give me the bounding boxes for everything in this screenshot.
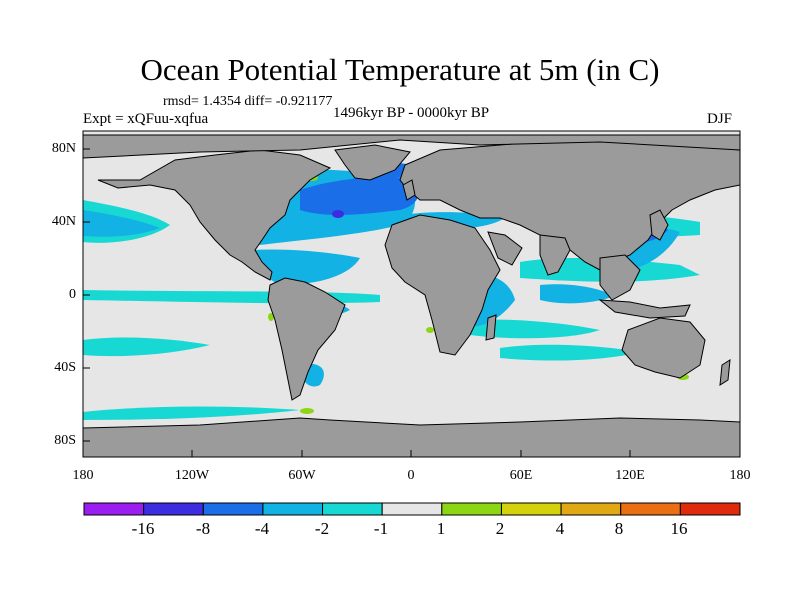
lon-label-120e: 120E xyxy=(615,468,645,483)
land-se-asia xyxy=(599,254,641,301)
lat-label-80s: 80S xyxy=(54,433,76,448)
lon-label-180e: 180 xyxy=(729,468,751,483)
lon-label-180w: 180 xyxy=(72,468,94,483)
experiment-label: Expt = xQFuu-xqfua xyxy=(83,111,209,127)
colorbar-label: -2 xyxy=(314,519,330,538)
lon-label-120w: 120W xyxy=(174,468,210,483)
lat-label-0: 0 xyxy=(69,287,76,302)
season-label: DJF xyxy=(707,111,733,127)
colorbar-swatch xyxy=(143,502,204,516)
land-south-america xyxy=(267,277,346,401)
map-layers xyxy=(83,131,740,457)
land-arctic-fringe xyxy=(83,134,740,159)
anomaly-dark-blue xyxy=(332,210,344,218)
land-madagascar xyxy=(485,314,497,341)
colorbar-label: -16 xyxy=(131,519,155,538)
land-indonesia xyxy=(598,299,691,319)
map-title: Ocean Potential Temperature at 5m (in C) xyxy=(140,52,660,87)
land-india xyxy=(539,234,571,276)
land-africa xyxy=(384,214,501,356)
colorbar-swatch xyxy=(262,502,324,516)
land-new-zealand xyxy=(719,359,731,386)
lat-label-40s: 40S xyxy=(54,360,76,375)
lon-label-0: 0 xyxy=(407,468,415,483)
colorbar-swatch xyxy=(560,502,622,516)
land-antarctica xyxy=(83,417,740,457)
land-arabia xyxy=(487,231,523,266)
colorbar-swatch xyxy=(620,502,681,516)
colorbar-label: 8 xyxy=(614,519,624,538)
colorbar-swatch xyxy=(202,502,264,516)
colorbar-swatch xyxy=(322,502,383,516)
colorbar xyxy=(83,502,741,516)
colorbar-label: -8 xyxy=(195,519,211,538)
colorbar-label: 4 xyxy=(555,519,565,538)
land-japan xyxy=(649,209,669,241)
colorbar-label: -1 xyxy=(373,519,389,538)
axis-ticks xyxy=(83,148,631,457)
colorbar-swatch xyxy=(381,502,443,516)
colorbar-swatch xyxy=(500,502,562,516)
lat-label-80n: 80N xyxy=(51,141,76,156)
colorbar-label: 16 xyxy=(670,519,688,538)
colorbar-label: 2 xyxy=(495,519,505,538)
lon-label-60w: 60W xyxy=(288,468,316,483)
land-masses xyxy=(83,134,740,457)
colorbar-swatch xyxy=(679,502,741,516)
colorbar-swatch xyxy=(441,502,502,516)
colorbar-label: 1 xyxy=(436,519,446,538)
land-greenland xyxy=(334,144,411,181)
land-australia xyxy=(621,317,706,379)
colorbar-label: -4 xyxy=(254,519,270,538)
lon-label-60e: 60E xyxy=(509,468,533,483)
lat-label-40n: 40N xyxy=(51,214,76,229)
colorbar-swatch xyxy=(83,502,145,516)
land-uk xyxy=(402,179,416,201)
period-label: 1496kyr BP - 0000kyr BP xyxy=(332,105,490,121)
stats-text: rmsd= 1.4354 diff= -0.921177 xyxy=(163,94,333,109)
